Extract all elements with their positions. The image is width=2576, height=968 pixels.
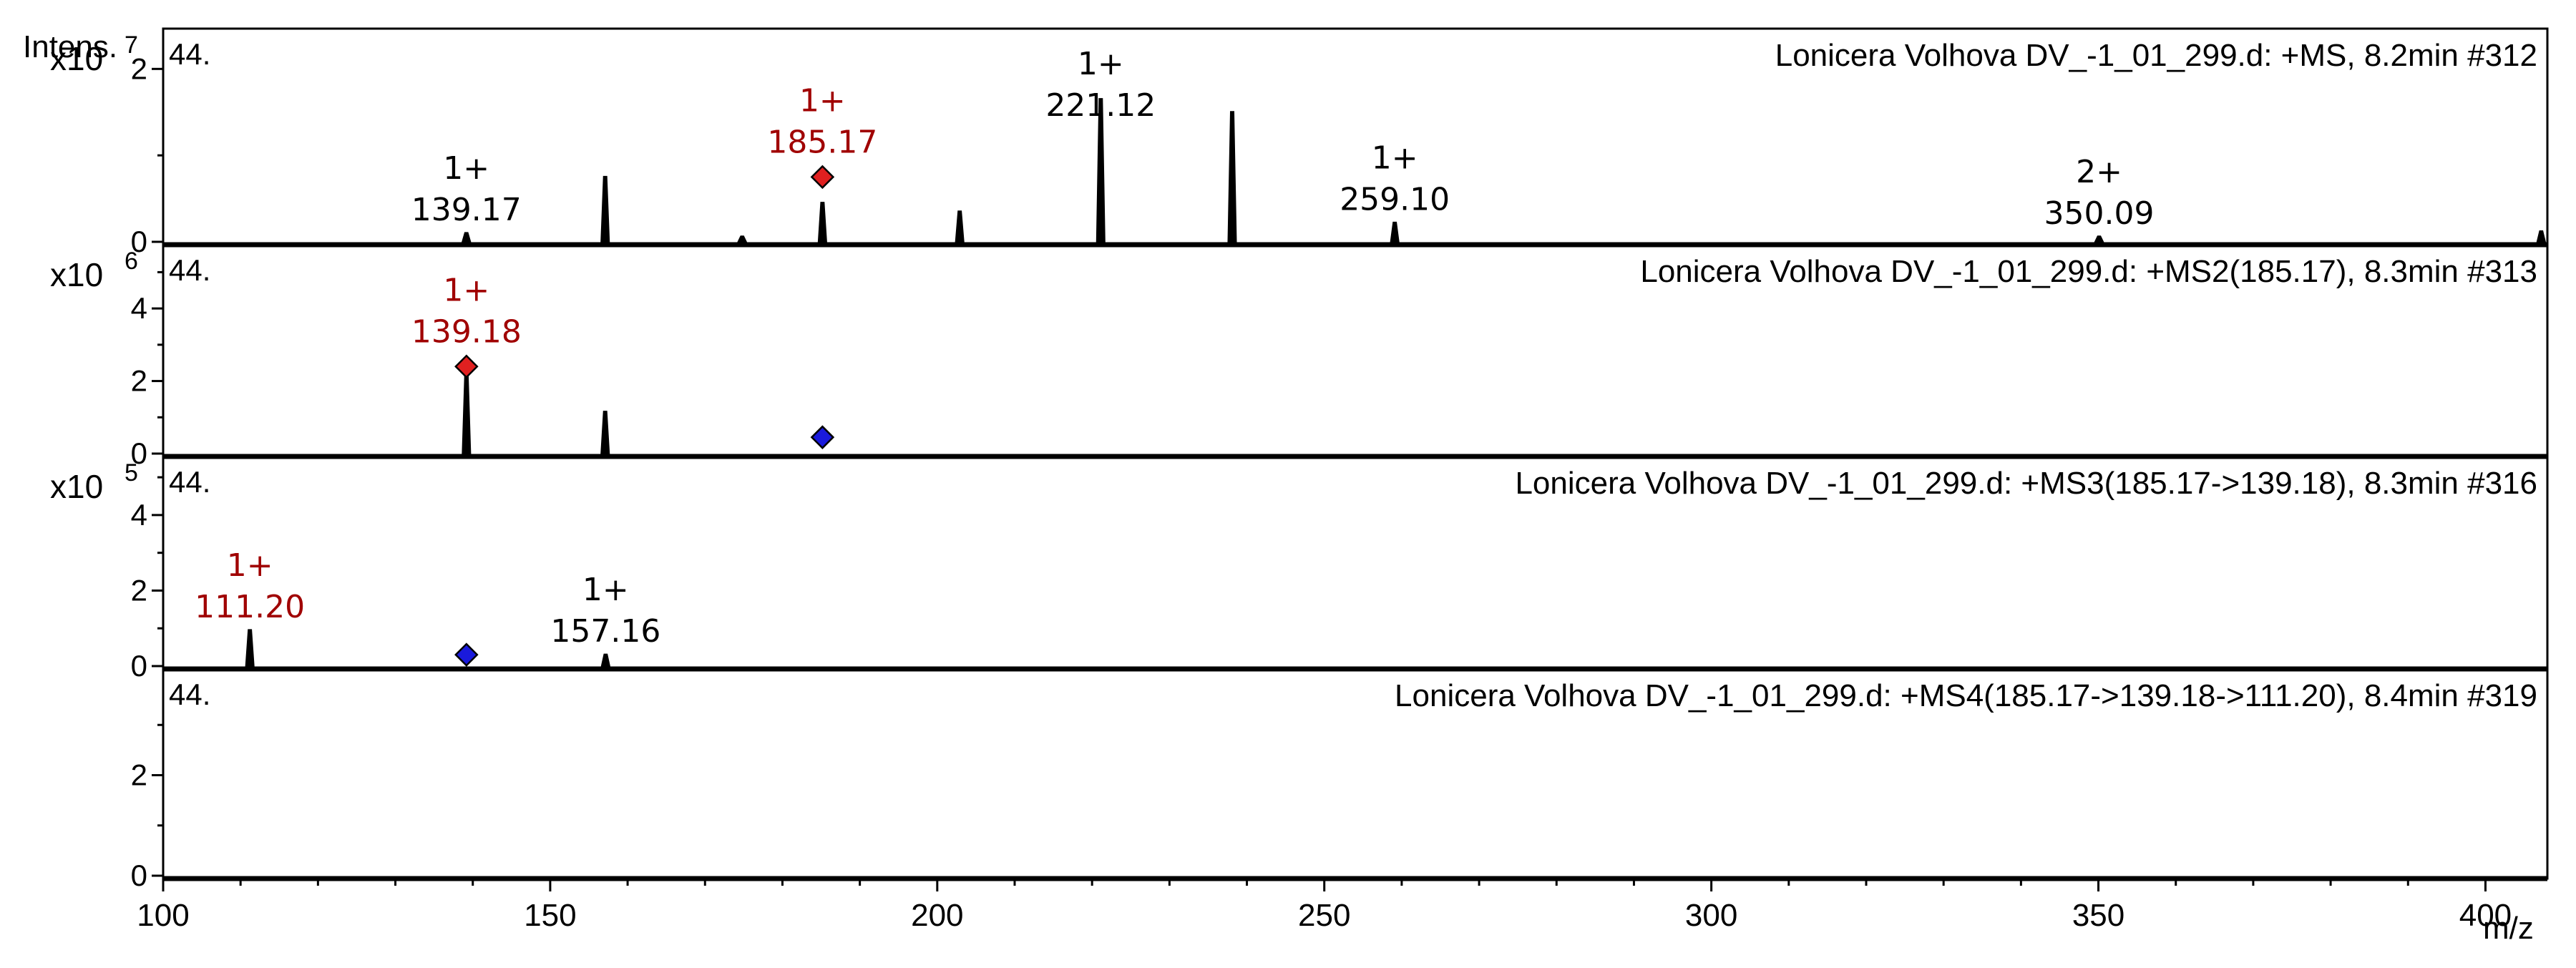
- peak-charge-label: 1+: [1372, 140, 1418, 176]
- isolated-marker: [810, 425, 835, 449]
- y-tick-label: 2: [131, 52, 147, 85]
- spectrum-panel: 0 2 4 x10 6 44. Lonicera Volhova DV_-1_01_299.…: [50, 243, 2549, 470]
- peak: [1096, 98, 1106, 243]
- peak: [955, 210, 965, 243]
- y-tick-label: 0: [131, 225, 147, 258]
- spectrum-panels: 0 2 x10 7 44. Lonicera Volhova DV_-1_01_299.d…: [50, 27, 2549, 892]
- peak-mz-label: 221.12: [1045, 87, 1156, 124]
- peak: [245, 629, 255, 668]
- y-tick-label: 0: [131, 649, 147, 683]
- intensity-multiplier-exponent: 6: [125, 248, 138, 275]
- y-axis-label: Intens.: [23, 29, 117, 64]
- peak-charge-label: 1+: [227, 547, 273, 584]
- peak: [1390, 221, 1400, 243]
- x-tick-label: 150: [524, 898, 576, 933]
- peak-mz-label: 139.17: [411, 192, 522, 228]
- peak-mz-label: 350.09: [2044, 195, 2155, 232]
- x-tick-label: 300: [1685, 898, 1737, 933]
- x-axis: 100 150 200 250 300 350 400: [137, 879, 2512, 933]
- intensity-multiplier: x10: [50, 468, 103, 505]
- peak: [817, 202, 827, 243]
- peak-mz-label: 185.17: [767, 124, 877, 160]
- peak: [2094, 235, 2104, 243]
- panel-index-label: 44.: [169, 678, 210, 711]
- spectrum-panel: 0 2 x10 7 44. Lonicera Volhova DV_-1_01_299.d…: [50, 27, 2549, 258]
- precursor-marker: [454, 354, 479, 379]
- panel-index-label: 44.: [169, 465, 210, 499]
- peak: [600, 175, 610, 243]
- x-tick-label: 350: [2072, 898, 2124, 933]
- panel-index-label: 44.: [169, 37, 210, 71]
- x-tick-label: 200: [911, 898, 963, 933]
- y-tick-label: 0: [131, 436, 147, 470]
- isolated-marker: [454, 642, 479, 667]
- y-tick-label: 2: [131, 758, 147, 792]
- peak-mz-label: 139.18: [411, 313, 522, 350]
- peak-mz-label: 111.20: [195, 589, 305, 625]
- spectrum-panel: 0 2 4 x10 5 44. Lonicera Volhova DV_-1_01_299.…: [50, 455, 2549, 683]
- peak-charge-label: 1+: [582, 572, 629, 608]
- peak-mz-label: 259.10: [1340, 181, 1450, 217]
- intensity-multiplier: x10: [50, 40, 103, 77]
- y-tick-label: 2: [131, 573, 147, 607]
- x-axis-label: m/z: [2483, 911, 2534, 946]
- panel-title: Lonicera Volhova DV_-1_01_299.d: +MS3(18…: [1515, 466, 2537, 501]
- peak-charge-label: 1+: [443, 150, 489, 187]
- peak-charge-label: 1+: [1078, 46, 1124, 82]
- panel-title: Lonicera Volhova DV_-1_01_299.d: +MS4(18…: [1395, 678, 2537, 713]
- y-tick-label: 2: [131, 364, 147, 398]
- peak: [2536, 230, 2547, 243]
- intensity-multiplier-exponent: 5: [125, 459, 138, 487]
- spectrum-panel: 0 2 44. Lonicera Volhova DV_-1_01_299.d: +M…: [131, 668, 2549, 892]
- panel-title: Lonicera Volhova DV_-1_01_299.d: +MS, 8.…: [1775, 38, 2537, 73]
- y-tick-label: 4: [131, 291, 147, 325]
- peak-charge-label: 1+: [443, 272, 489, 308]
- peak-mz-label: 157.16: [550, 613, 660, 650]
- peak: [736, 235, 748, 243]
- peak: [600, 411, 610, 455]
- x-tick-label: 250: [1298, 898, 1350, 933]
- peak-charge-label: 1+: [799, 82, 846, 119]
- x-tick-label: 100: [137, 898, 189, 933]
- peak: [1227, 111, 1237, 243]
- panel-title: Lonicera Volhova DV_-1_01_299.d: +MS2(18…: [1640, 254, 2537, 289]
- panel-index-label: 44.: [169, 253, 210, 287]
- intensity-multiplier-exponent: 7: [125, 31, 138, 59]
- peak: [461, 232, 472, 243]
- intensity-multiplier: x10: [50, 256, 103, 293]
- peak-charge-label: 2+: [2076, 154, 2122, 190]
- peak: [462, 372, 472, 455]
- x-tick-label: 400: [2459, 898, 2512, 933]
- peak: [600, 653, 611, 668]
- precursor-marker: [810, 165, 835, 190]
- y-tick-label: 0: [131, 859, 147, 892]
- y-tick-label: 4: [131, 498, 147, 532]
